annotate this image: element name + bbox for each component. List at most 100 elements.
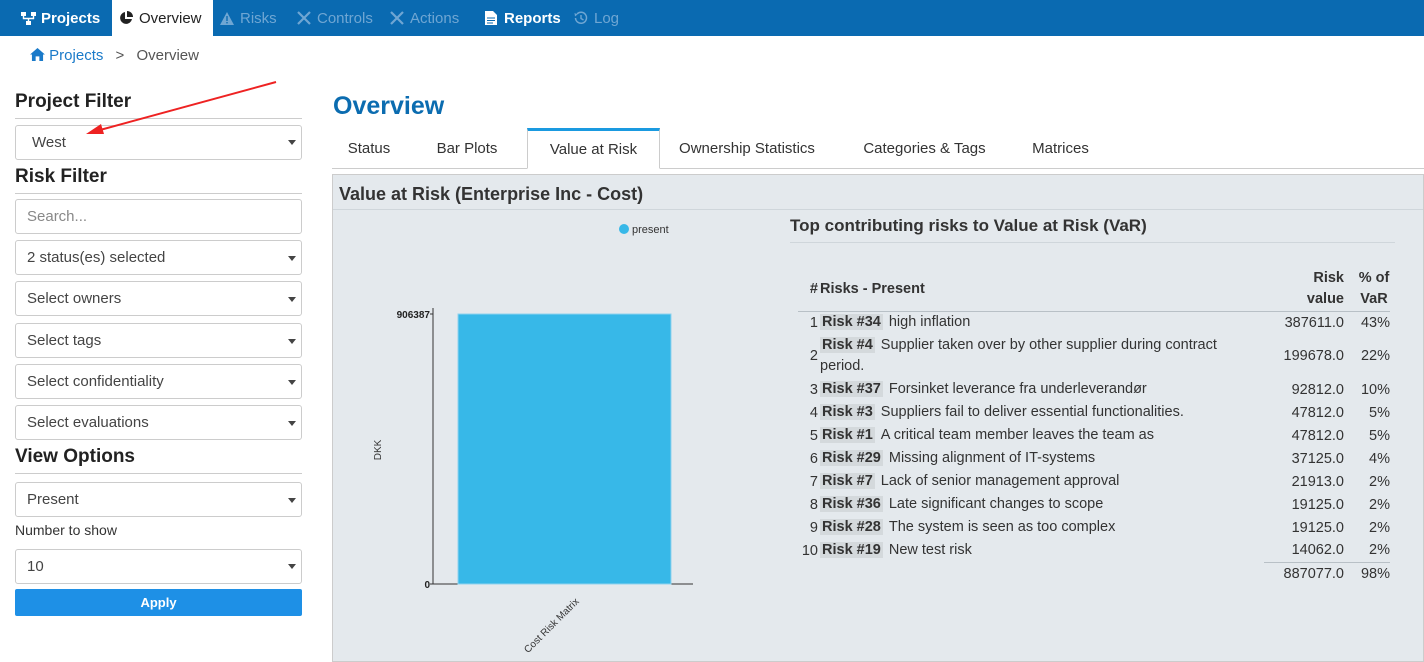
risk-title: Suppliers fail to deliver essential func… [880, 404, 1184, 420]
table-title: Top contributing risks to Value at Risk … [790, 216, 1147, 235]
risk-id-badge[interactable]: Risk #28 [820, 519, 883, 535]
risk-value: 47812.0 [1291, 427, 1344, 444]
y-tick-label: 906387 [397, 310, 431, 321]
risk-value: 199678.0 [1283, 348, 1344, 364]
table-row: 5 Risk #1 A critical team member leaves th… [798, 424, 1390, 447]
table-row: 7 Risk #7 Lack of senior management approv… [798, 470, 1390, 493]
risk-cell: Risk #7 Lack of senior management approva… [820, 470, 1264, 493]
table-row: 9 Risk #28 The system is seen as too compl… [798, 516, 1390, 539]
risk-pct: 22% [1360, 348, 1390, 364]
nav-label: Log [594, 9, 620, 27]
row-number: 5 [809, 427, 818, 444]
chevron-down-icon [288, 256, 296, 261]
number-to-show-select[interactable]: 10 [15, 549, 302, 584]
tab-categories-tags[interactable]: Categories & Tags [863, 139, 986, 157]
risk-id-badge[interactable]: Risk #7 [820, 473, 875, 489]
tools-icon [296, 11, 312, 25]
risk-title: high inflation [888, 314, 971, 331]
tab-bar-plots[interactable]: Bar Plots [436, 139, 498, 157]
risk-pct: 2% [1369, 542, 1390, 559]
risk-id-badge[interactable]: Risk #34 [820, 314, 883, 331]
total-empty-risk [820, 562, 1264, 586]
risk-id-badge[interactable]: Risk #29 [820, 450, 883, 466]
status-select[interactable]: 2 status(es) selected [15, 240, 302, 275]
risk-value: 387611.0 [1284, 314, 1344, 331]
view-mode-select[interactable]: Present [15, 482, 302, 517]
bar-cost-risk-matrix[interactable] [457, 313, 672, 585]
tab-bar: Status Bar Plots Value at Risk Ownership… [332, 128, 1424, 169]
nav-projects[interactable]: Projects [0, 0, 112, 36]
risk-value: 47812.0 [1291, 404, 1344, 421]
nav-label: Projects [41, 9, 101, 27]
panel-divider [333, 209, 1423, 210]
risk-table-body: 1 Risk #34 high inflation 387611.0 43% 2 Risk … [798, 311, 1390, 586]
risk-id-badge[interactable]: Risk #37 [820, 381, 883, 397]
view-mode-value: Present [27, 491, 79, 508]
risk-id-badge[interactable]: Risk #19 [820, 542, 883, 558]
risk-id-badge[interactable]: Risk #1 [820, 427, 875, 443]
x-tick-label: Cost Risk Matrix [522, 596, 581, 655]
nav-overview[interactable]: Overview [112, 0, 213, 36]
row-number: 8 [809, 496, 818, 513]
evaluations-select[interactable]: Select evaluations [15, 405, 302, 440]
tags-select-value: Select tags [27, 332, 102, 349]
risk-value: 37125.0 [1291, 450, 1344, 467]
table-row: 8 Risk #36 Late significant changes to sco… [798, 493, 1390, 516]
search-input[interactable]: Search... [15, 199, 302, 234]
breadcrumb-separator: > [115, 47, 125, 64]
risk-id-badge[interactable]: Risk #36 [820, 496, 883, 512]
header-risk-value: Risk value [1264, 267, 1358, 311]
confidentiality-select[interactable]: Select confidentiality [15, 364, 302, 399]
table-row: 3 Risk #37 Forsinket leverance fra underle… [798, 378, 1390, 401]
total-empty-num [798, 562, 820, 586]
risk-filter-heading: Risk Filter [15, 166, 302, 194]
tab-status[interactable]: Status [347, 139, 391, 157]
tools-icon [389, 11, 405, 25]
page-title: Overview [333, 92, 445, 120]
header-pct-line1: % of [1358, 269, 1390, 286]
project-filter-select[interactable]: West [15, 125, 302, 160]
header-num: # [809, 280, 818, 297]
panel-title: Value at Risk (Enterprise Inc - Cost) [339, 184, 644, 204]
tab-value-at-risk[interactable]: Value at Risk [527, 128, 660, 169]
value-at-risk-panel: Value at Risk (Enterprise Inc - Cost) 0 9… [332, 174, 1424, 662]
evaluations-select-value: Select evaluations [27, 414, 149, 431]
risk-id-badge[interactable]: Risk #3 [820, 404, 875, 420]
total-value: 887077.0 [1264, 561, 1358, 586]
table-row: 2 Risk #4 Supplier taken over by other sup… [798, 334, 1390, 378]
search-placeholder: Search... [27, 208, 88, 225]
legend-marker [619, 224, 629, 234]
risk-id-badge[interactable]: Risk #4 [820, 337, 875, 353]
risk-title: Forsinket leverance fra underleverandør [888, 381, 1147, 397]
row-number: 3 [809, 381, 818, 398]
risk-cell: Risk #29 Missing alignment of IT-systems [820, 447, 1264, 470]
nav-label: Actions [410, 9, 460, 27]
var-bar-chart: 0 906387 DKK Cost Risk Matrix present [373, 224, 693, 656]
row-number: 7 [809, 473, 818, 490]
table-title-divider [790, 242, 1395, 243]
nav-reports[interactable]: Reports [477, 0, 567, 36]
tab-ownership-statistics[interactable]: Ownership Statistics [679, 139, 815, 157]
row-number: 6 [809, 450, 818, 467]
owners-select[interactable]: Select owners [15, 281, 302, 316]
breadcrumb-projects-link[interactable]: Projects [49, 47, 104, 64]
risk-title: Missing alignment of IT-systems [888, 450, 1096, 466]
header-pct-var: % of VaR [1358, 267, 1390, 311]
nav-risks: Risks [213, 0, 290, 36]
home-icon[interactable] [30, 47, 49, 64]
risk-value: 19125.0 [1291, 496, 1344, 513]
tags-select[interactable]: Select tags [15, 323, 302, 358]
history-icon [573, 11, 589, 25]
nav-label: Risks [240, 9, 277, 27]
top-nav: Projects Overview Risks Controls Actions Repo… [0, 0, 1424, 36]
apply-button[interactable]: Apply [15, 589, 302, 616]
risk-title: Supplier taken over by other supplier du… [820, 337, 1217, 374]
nav-log: Log [567, 0, 627, 36]
risk-pct: 5% [1369, 427, 1390, 444]
row-number: 1 [809, 314, 818, 331]
tab-matrices[interactable]: Matrices [1032, 139, 1089, 157]
risk-value: 92812.0 [1291, 381, 1344, 398]
risk-value: 14062.0 [1291, 542, 1344, 559]
risk-pct: 43% [1360, 314, 1390, 331]
